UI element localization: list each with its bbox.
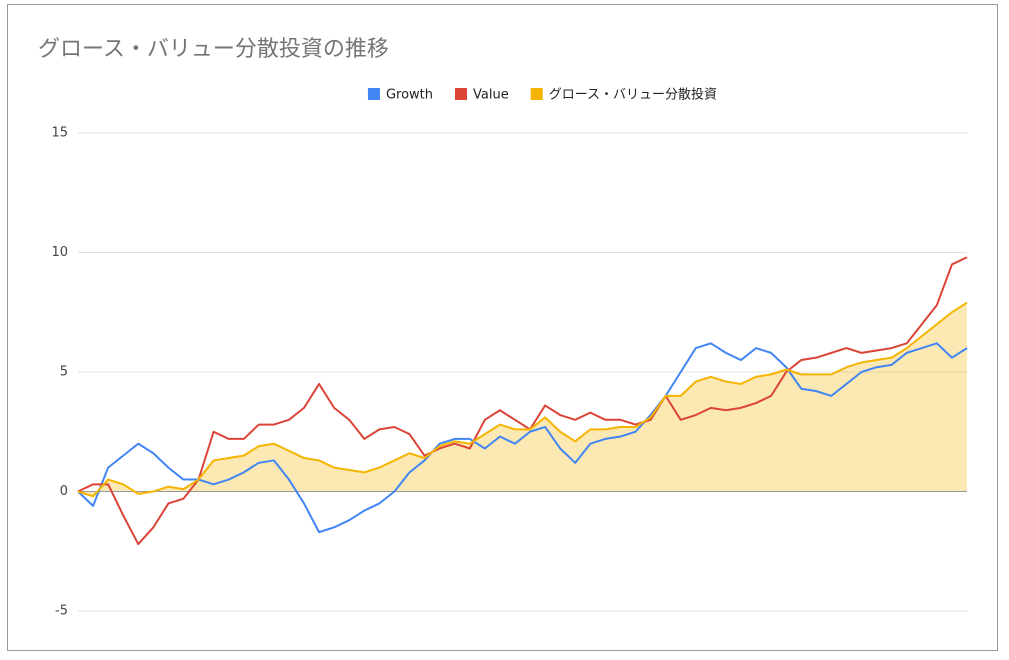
series-line xyxy=(77,342,968,534)
legend-label: グロース・バリュー分散投資 xyxy=(549,87,717,103)
y-tick-label: -5 xyxy=(55,604,68,619)
y-tick-label: 15 xyxy=(51,126,68,141)
y-tick-label: 5 xyxy=(60,365,68,380)
y-tick-label: 0 xyxy=(60,484,68,499)
chart-title: グロース・バリュー分散投資の推移 xyxy=(38,37,389,62)
chart-border xyxy=(7,4,998,651)
legend-label: Value xyxy=(473,88,509,103)
series-line xyxy=(77,256,968,546)
legend-swatch xyxy=(530,88,543,100)
legend-swatch xyxy=(367,88,380,100)
y-tick-label: 10 xyxy=(51,245,68,260)
series-area xyxy=(78,302,967,497)
legend-swatch xyxy=(455,88,467,100)
legend-label: Growth xyxy=(386,88,433,103)
legend: Growth Value グロース・バリュー分散投資 xyxy=(367,87,717,103)
series-line xyxy=(77,301,968,498)
